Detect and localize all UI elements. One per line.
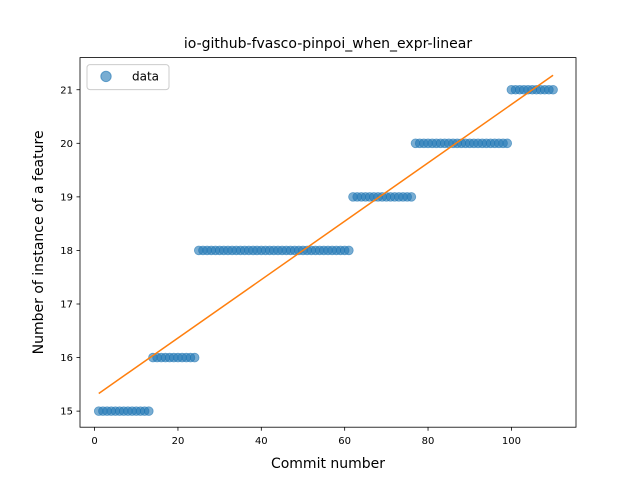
- fit-line-group: [98, 74, 554, 395]
- y-axis-label: Number of instance of a feature: [31, 130, 47, 354]
- data-point: [406, 192, 417, 202]
- x-axis-label: Commit number: [271, 456, 385, 472]
- y-tick-label: 17: [60, 300, 73, 311]
- x-axis-ticks: 0 20 40 60 80 100: [91, 427, 521, 447]
- legend-label: data: [132, 70, 159, 84]
- legend-box: [86, 64, 170, 91]
- y-tick-label: 16: [60, 353, 73, 364]
- y-axis-ticks: 15 16 17 18 19 20 21: [60, 85, 80, 418]
- fit-line: [98, 74, 554, 395]
- data-point: [502, 138, 513, 149]
- y-tick-label: 21: [60, 85, 73, 96]
- x-tick-label: 60: [338, 436, 351, 447]
- data-point: [143, 406, 154, 416]
- x-tick-label: 80: [422, 436, 435, 447]
- x-tick-label: 40: [255, 436, 268, 447]
- y-tick-label: 15: [60, 407, 73, 418]
- legend: data: [86, 64, 170, 91]
- x-tick-label: 0: [91, 436, 97, 447]
- legend-marker: [100, 70, 112, 83]
- data-points: [93, 84, 558, 416]
- y-tick-label: 18: [60, 246, 73, 257]
- data-point: [548, 84, 558, 95]
- x-tick-label: 20: [172, 436, 185, 447]
- y-tick-label: 19: [60, 192, 73, 203]
- y-tick-label: 20: [60, 139, 73, 150]
- chart-title: io-github-fvasco-pinpoi_when_expr-linear: [184, 36, 472, 52]
- plot-frame: [79, 57, 577, 428]
- x-tick-label: 100: [502, 436, 521, 447]
- data-point: [189, 352, 200, 363]
- data-point: [344, 245, 354, 256]
